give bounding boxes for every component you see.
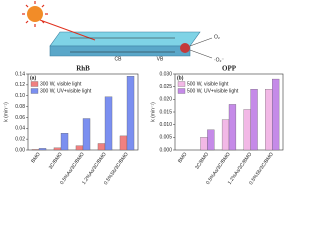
legend-label: 500 W, visible light <box>187 81 229 87</box>
legend-label: 300 W, visible light <box>40 81 82 87</box>
x-tick-label: BMO <box>177 151 189 164</box>
bar <box>97 143 106 151</box>
y-tick-label: 0.08 <box>15 104 25 110</box>
y-tick-label: 0.06 <box>15 115 25 121</box>
legend-swatch <box>30 81 39 87</box>
x-tick-label: 0.5%Sb/3C/BMO <box>103 151 130 186</box>
arrow <box>189 49 213 59</box>
bar <box>265 89 273 151</box>
legend-swatch <box>30 88 39 94</box>
bar <box>207 129 215 151</box>
radical-label: ·O₂⁻ <box>214 57 224 63</box>
legend-label: 500 W, UV+visible light <box>187 88 239 94</box>
y-tick-label: 0.025 <box>159 84 172 90</box>
bar <box>31 149 40 151</box>
bar <box>75 145 84 151</box>
y-tick-label: 0.02 <box>15 136 25 142</box>
y-tick-label: 0.04 <box>15 126 25 132</box>
figure: CB VB O₂ ·O₂⁻ RhB (a) k (min⁻¹) 0.00 0.02 0.0… <box>3 1 284 186</box>
cb-label: CB <box>115 56 123 62</box>
y-tick-label: 0.12 <box>15 82 25 88</box>
y-tick-label: 0.005 <box>159 135 172 141</box>
chart-title: OPP <box>222 65 237 73</box>
light-ray <box>39 19 96 41</box>
y-tick-label: 0.14 <box>15 71 25 77</box>
o2-label: O₂ <box>214 34 220 40</box>
panel-label: (b) <box>177 75 184 81</box>
x-tick-label: BMO <box>30 151 42 164</box>
bar <box>221 119 230 151</box>
y-tick-label: 0.010 <box>159 122 172 128</box>
diagram: CB VB O₂ ·O₂⁻ <box>22 1 224 63</box>
y-tick-label: 0.00 <box>15 147 25 153</box>
vb-label: VB <box>157 56 164 62</box>
slab-top <box>49 31 201 47</box>
bar <box>60 133 69 151</box>
bar <box>53 147 62 151</box>
x-tick-label: 3C/BMO <box>48 151 64 170</box>
bar <box>126 76 135 151</box>
sun <box>27 6 43 22</box>
legend-swatch <box>177 81 186 87</box>
y-axis-label: k (min⁻¹) <box>3 102 9 122</box>
slab-front <box>49 45 191 57</box>
x-tick-label: 0.5%Sb/3C/BMO <box>248 151 275 186</box>
chart-title: RhB <box>76 65 90 73</box>
bar <box>200 137 208 151</box>
bar <box>119 135 128 151</box>
particle <box>180 43 190 53</box>
y-tick-label: 0.020 <box>159 97 172 103</box>
y-tick-label: 0.000 <box>159 147 172 153</box>
bar <box>272 78 280 151</box>
y-tick-label: 0.10 <box>15 93 25 99</box>
panel-label: (a) <box>30 75 36 81</box>
bar <box>243 109 251 151</box>
bar <box>104 96 113 151</box>
bar <box>250 89 258 151</box>
legend-swatch <box>177 88 186 94</box>
bar <box>228 104 237 151</box>
legend-label: 300 W, UV+visible light <box>40 88 92 94</box>
y-tick-label: 0.030 <box>159 71 172 77</box>
x-tick-label: 3C/BMO <box>194 151 210 170</box>
y-axis-label: k (min⁻¹) <box>150 102 156 122</box>
y-tick-label: 0.015 <box>159 109 172 115</box>
bar <box>82 118 91 151</box>
bar <box>38 148 47 151</box>
arrow <box>189 37 213 47</box>
